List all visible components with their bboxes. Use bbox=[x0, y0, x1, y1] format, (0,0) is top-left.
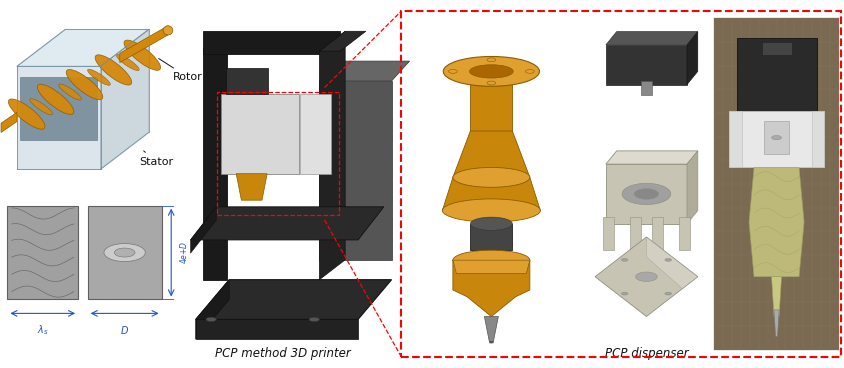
Bar bbox=[300, 94, 331, 174]
Text: Rotor: Rotor bbox=[159, 59, 203, 82]
Circle shape bbox=[114, 248, 135, 257]
Polygon shape bbox=[203, 31, 339, 54]
Ellipse shape bbox=[470, 217, 511, 230]
Circle shape bbox=[525, 70, 533, 73]
Polygon shape bbox=[594, 237, 697, 316]
Polygon shape bbox=[773, 310, 778, 336]
Polygon shape bbox=[452, 131, 529, 177]
Ellipse shape bbox=[66, 70, 103, 100]
Ellipse shape bbox=[443, 56, 538, 86]
Circle shape bbox=[634, 189, 657, 199]
Polygon shape bbox=[452, 260, 529, 273]
Polygon shape bbox=[728, 111, 823, 167]
Circle shape bbox=[621, 183, 670, 205]
Bar bbox=[8, 206, 78, 300]
Circle shape bbox=[771, 135, 781, 140]
Ellipse shape bbox=[452, 167, 529, 187]
Circle shape bbox=[104, 244, 145, 262]
Polygon shape bbox=[319, 81, 391, 260]
Polygon shape bbox=[236, 174, 267, 200]
Ellipse shape bbox=[37, 84, 73, 114]
Polygon shape bbox=[191, 207, 216, 253]
Bar bbox=[603, 217, 614, 250]
Polygon shape bbox=[452, 260, 529, 316]
Bar bbox=[736, 38, 815, 111]
Ellipse shape bbox=[442, 199, 539, 222]
Circle shape bbox=[486, 81, 495, 85]
Polygon shape bbox=[1, 112, 17, 132]
Ellipse shape bbox=[88, 69, 111, 85]
Polygon shape bbox=[203, 48, 226, 280]
Polygon shape bbox=[686, 151, 697, 224]
Circle shape bbox=[664, 292, 671, 295]
Ellipse shape bbox=[8, 99, 45, 129]
Text: $\lambda_s$: $\lambda_s$ bbox=[37, 323, 48, 337]
Polygon shape bbox=[100, 29, 149, 169]
Text: Stator: Stator bbox=[139, 151, 173, 167]
Polygon shape bbox=[442, 177, 539, 210]
Bar bbox=[678, 217, 689, 250]
Bar bbox=[713, 18, 838, 350]
Bar bbox=[763, 121, 788, 154]
Polygon shape bbox=[470, 224, 511, 250]
Polygon shape bbox=[646, 237, 697, 289]
Polygon shape bbox=[489, 342, 493, 343]
Ellipse shape bbox=[116, 54, 139, 71]
Polygon shape bbox=[470, 75, 511, 131]
Polygon shape bbox=[17, 66, 100, 169]
Polygon shape bbox=[605, 151, 697, 164]
Bar bbox=[88, 206, 161, 300]
Text: $4e{+}D$: $4e{+}D$ bbox=[177, 241, 188, 264]
Polygon shape bbox=[196, 319, 358, 339]
Circle shape bbox=[664, 258, 671, 261]
Polygon shape bbox=[605, 164, 686, 224]
Polygon shape bbox=[686, 32, 697, 85]
Polygon shape bbox=[319, 61, 409, 81]
Bar bbox=[401, 11, 840, 357]
Ellipse shape bbox=[30, 99, 52, 115]
Polygon shape bbox=[196, 280, 391, 319]
Polygon shape bbox=[20, 77, 97, 140]
Circle shape bbox=[206, 317, 216, 322]
Bar bbox=[221, 94, 299, 174]
Polygon shape bbox=[196, 280, 229, 339]
Ellipse shape bbox=[58, 84, 81, 100]
Ellipse shape bbox=[124, 40, 160, 70]
Bar bbox=[641, 81, 651, 95]
Polygon shape bbox=[605, 45, 686, 85]
Bar bbox=[651, 217, 662, 250]
Polygon shape bbox=[17, 29, 149, 66]
Polygon shape bbox=[728, 111, 741, 167]
Circle shape bbox=[448, 70, 457, 73]
Circle shape bbox=[620, 258, 627, 261]
Polygon shape bbox=[484, 316, 498, 343]
Bar bbox=[760, 42, 791, 55]
Text: PCP method 3D printer: PCP method 3D printer bbox=[215, 347, 350, 360]
Polygon shape bbox=[120, 26, 168, 63]
Bar bbox=[217, 92, 338, 215]
Polygon shape bbox=[748, 167, 803, 277]
Circle shape bbox=[486, 58, 495, 62]
Ellipse shape bbox=[95, 55, 132, 85]
Polygon shape bbox=[319, 31, 345, 280]
Polygon shape bbox=[810, 111, 823, 167]
Ellipse shape bbox=[163, 26, 173, 35]
Ellipse shape bbox=[452, 250, 529, 270]
Polygon shape bbox=[319, 31, 365, 51]
Circle shape bbox=[309, 317, 319, 322]
Bar bbox=[630, 217, 641, 250]
Polygon shape bbox=[605, 32, 697, 45]
Circle shape bbox=[635, 272, 657, 282]
Bar bbox=[225, 68, 268, 94]
Text: $D$: $D$ bbox=[120, 324, 129, 336]
Circle shape bbox=[620, 292, 627, 295]
Ellipse shape bbox=[469, 65, 512, 78]
Polygon shape bbox=[191, 207, 383, 240]
Text: PCP dispenser: PCP dispenser bbox=[604, 347, 687, 360]
Polygon shape bbox=[771, 277, 781, 316]
